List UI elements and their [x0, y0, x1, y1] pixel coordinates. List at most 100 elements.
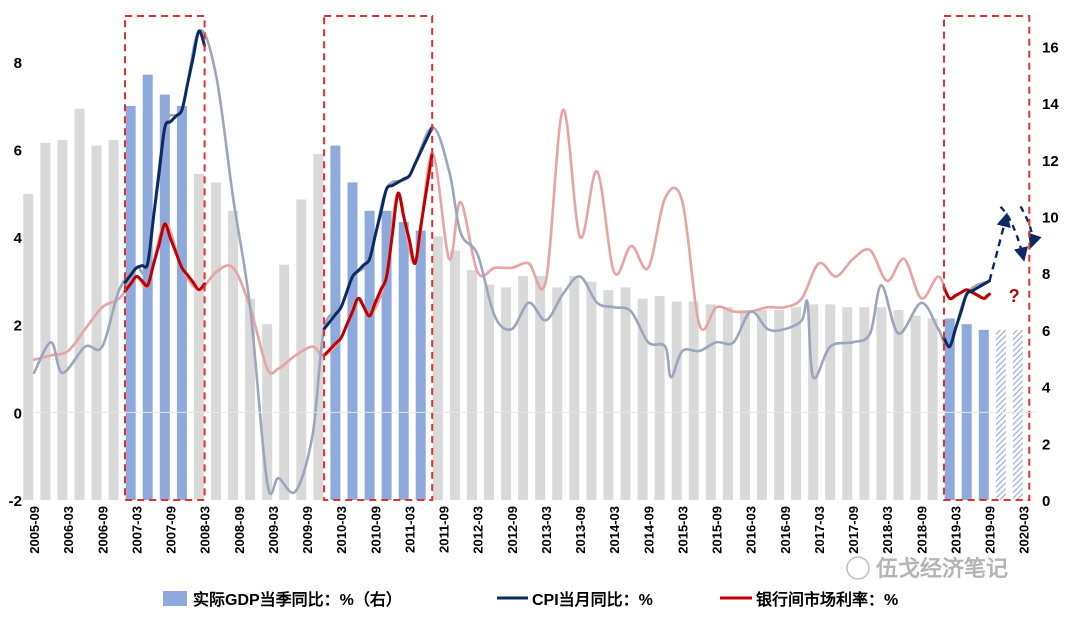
- left-tick-label-0: 0: [14, 405, 22, 422]
- highlight-box-3: [943, 15, 1031, 501]
- right-tick-label-2: 2: [1042, 436, 1050, 453]
- gdp-bar-2013Q3: [569, 276, 580, 500]
- legend-label-rate: 银行间市场利率：%: [756, 590, 898, 609]
- gdp-bar-2019Q4: [995, 329, 1006, 500]
- left-tick-label-8: 8: [14, 55, 22, 72]
- left-tick-label-2: 2: [14, 318, 22, 335]
- x-tick-label-2017-09: 2017-09: [846, 506, 861, 554]
- x-tick-label-2010-03: 2010-03: [334, 506, 349, 554]
- cpi-forecast-down-arrow: [999, 205, 1028, 262]
- highlight-box-1: [124, 15, 206, 501]
- x-tick-label-2012-09: 2012-09: [505, 506, 520, 554]
- x-tick-label-2006-03: 2006-03: [61, 506, 76, 554]
- gdp-bar-2012Q2: [484, 284, 494, 500]
- cpi-forecast-up-arrow: [988, 212, 1011, 282]
- x-tick-label-2009-03: 2009-03: [266, 506, 281, 554]
- gdp-bar-2010Q2: [347, 182, 358, 500]
- gdp-bar-2015Q3: [705, 304, 716, 500]
- rate-line-highlight-0: [123, 222, 207, 293]
- x-tick-label-2016-09: 2016-09: [778, 506, 793, 554]
- gdp-bar-2012Q3: [501, 287, 512, 500]
- x-tick-label-2008-03: 2008-03: [198, 506, 213, 554]
- right-tick-label-10: 10: [1042, 209, 1059, 226]
- gdp-bar-2008Q4: [245, 298, 256, 500]
- right-tick-label-0: 0: [1042, 493, 1050, 510]
- rate-question-mark: ?: [1009, 286, 1020, 306]
- gdp-bar-2020Q1: [1012, 329, 1023, 500]
- cpi-forecast-right-arrow: [1019, 205, 1042, 249]
- x-tick-label-2013-03: 2013-03: [539, 506, 554, 554]
- gdp-bar-2010Q1: [330, 145, 341, 500]
- gdp-bar-2007Q1: [125, 105, 136, 501]
- legend-swatch-gdp: [163, 591, 187, 606]
- x-tick-label-2020-03: 2020-03: [1017, 506, 1032, 554]
- gdp-bar-2009Q4: [313, 154, 324, 500]
- gdp-bar-2007Q3: [159, 94, 170, 500]
- gdp-bar-2009Q2: [279, 264, 290, 500]
- gdp-bar-2007Q4: [176, 105, 187, 501]
- x-tick-label-2016-03: 2016-03: [744, 506, 759, 554]
- x-tick-label-2017-03: 2017-03: [812, 506, 827, 554]
- x-tick-label-2018-03: 2018-03: [880, 506, 895, 554]
- right-tick-label-8: 8: [1042, 266, 1050, 283]
- x-tick-label-2013-09: 2013-09: [573, 506, 588, 554]
- gdp-bar-2015Q4: [722, 307, 733, 500]
- x-tick-label-2005-09: 2005-09: [27, 506, 42, 554]
- gdp-bar-2018Q1: [876, 307, 887, 500]
- x-tick-label-2008-09: 2008-09: [232, 506, 247, 554]
- gdp-bar-2016Q2: [757, 310, 767, 500]
- x-tick-label-2010-09: 2010-09: [368, 506, 383, 554]
- gdp-bar-2010Q3: [364, 210, 375, 501]
- gdp-bar-2019Q1: [944, 318, 955, 500]
- x-tick-label-2019-09: 2019-09: [983, 506, 998, 554]
- gdp-bar-2011Q1: [398, 222, 409, 500]
- gdp-bar-2015Q1: [671, 301, 682, 500]
- x-tick-label-2015-03: 2015-03: [675, 506, 690, 554]
- cpi-line-highlight-2: [942, 279, 991, 349]
- gdp-bar-2019Q3: [978, 329, 989, 500]
- gdp-bar-2012Q1: [466, 270, 477, 500]
- gdp-bar-2006Q3: [91, 145, 102, 500]
- right-tick-label-16: 16: [1042, 39, 1059, 56]
- x-tick-label-2014-09: 2014-09: [641, 506, 656, 554]
- gdp-bar-2017Q3: [842, 307, 853, 500]
- gdp-bar-2014Q2: [620, 287, 631, 500]
- gdp-bar-2010Q4: [381, 210, 392, 501]
- left-tick-label--2: -2: [9, 493, 22, 510]
- gdp-bar-2018Q4: [927, 318, 938, 500]
- gdp-bar-2011Q3: [432, 236, 443, 501]
- gdp-bar-2006Q2: [74, 108, 85, 500]
- gdp-bar-2016Q3: [774, 310, 785, 500]
- rate-line-highlight-1: [322, 152, 434, 357]
- gdp-bar-2009Q3: [296, 199, 307, 500]
- gdp-bar-2013Q1: [535, 276, 546, 500]
- gdp-bar-2006Q1: [57, 139, 68, 500]
- gdp-bar-2008Q2: [211, 182, 221, 500]
- gdp-bar-2016Q4: [791, 307, 802, 500]
- gdp-bar-2017Q1: [808, 304, 819, 500]
- gdp-bar-2005Q3: [23, 193, 34, 501]
- gdp-bar-2014Q3: [637, 298, 648, 500]
- highlight-box-2: [323, 15, 434, 501]
- x-tick-label-2007-03: 2007-03: [129, 506, 144, 554]
- right-tick-label-4: 4: [1042, 380, 1051, 397]
- watermark-logo-icon: [846, 556, 870, 580]
- cpi-line-highlight-0: [123, 29, 207, 284]
- gdp-bar-2011Q4: [449, 250, 460, 500]
- x-tick-label-2012-03: 2012-03: [471, 506, 486, 554]
- legend-label-cpi: CPI当月同比：%: [532, 590, 653, 609]
- x-tick-label-2019-03: 2019-03: [948, 506, 963, 554]
- cpi-line-highlight-1: [322, 126, 434, 331]
- left-tick-label-6: 6: [14, 142, 22, 159]
- x-tick-label-2011-09: 2011-09: [437, 506, 452, 553]
- gdp-bar-2005Q4: [40, 142, 51, 501]
- gdp-bar-2006Q4: [108, 139, 119, 500]
- x-tick-label-2006-09: 2006-09: [95, 506, 110, 554]
- x-tick-label-2009-09: 2009-09: [300, 506, 315, 554]
- right-tick-label-14: 14: [1042, 96, 1059, 113]
- left-tick-label-4: 4: [14, 230, 23, 247]
- x-tick-label-2011-03: 2011-03: [402, 506, 417, 553]
- gdp-bar-2017Q4: [859, 307, 870, 500]
